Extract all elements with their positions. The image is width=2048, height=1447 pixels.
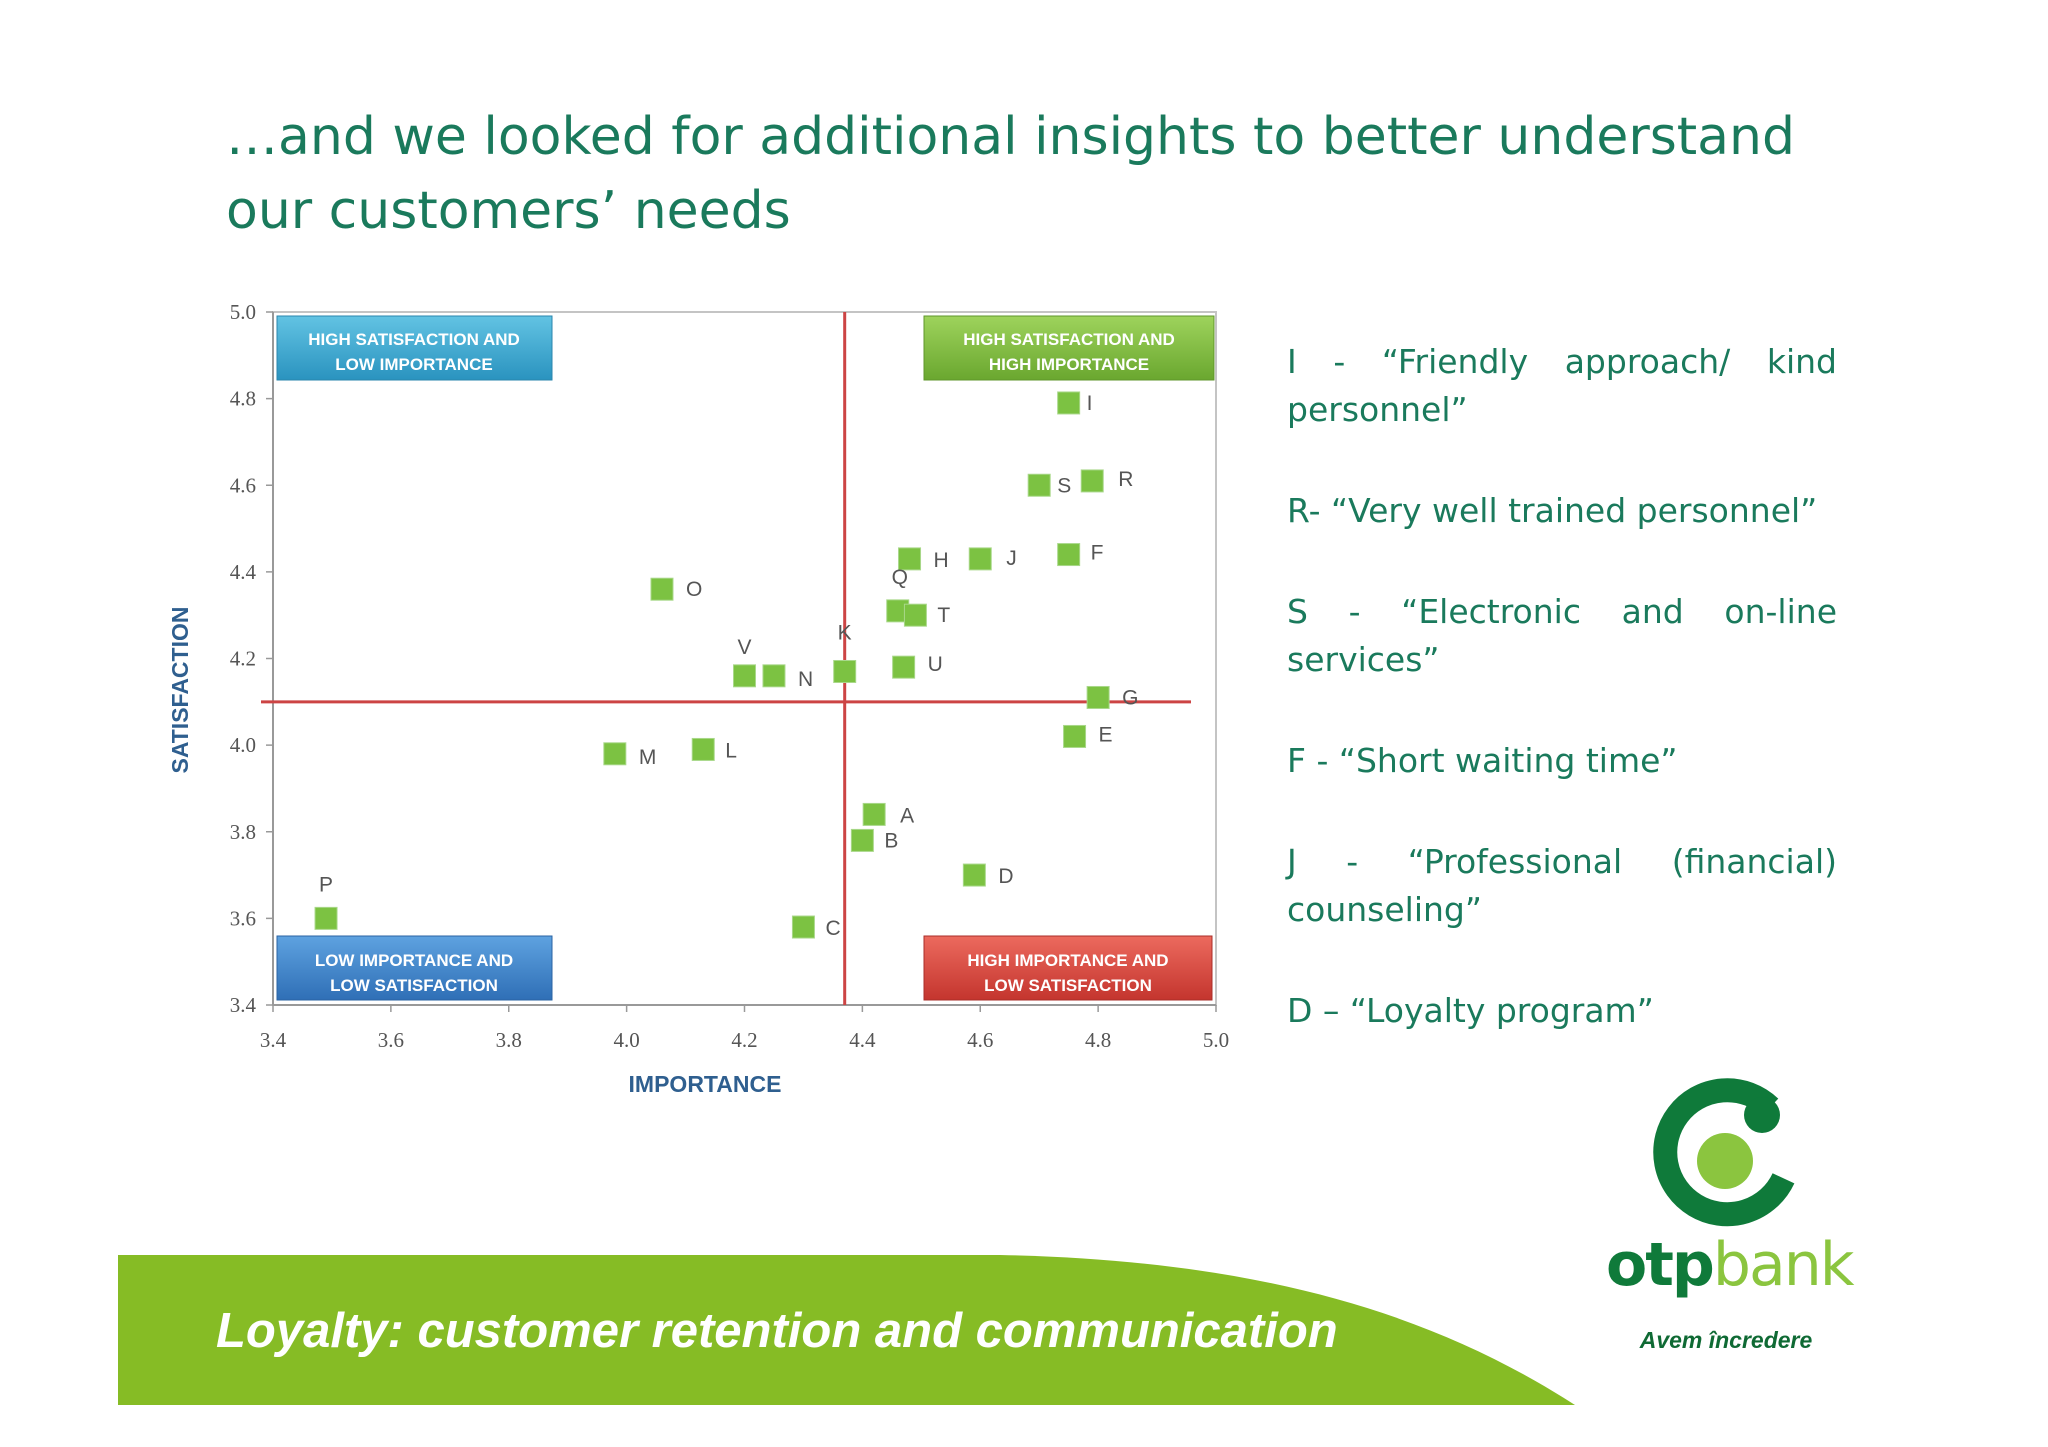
point-marker-l — [691, 737, 715, 761]
point-label-e: E — [1099, 723, 1113, 746]
legend-item-i: I - “Friendly approach/ kind personnel” — [1287, 342, 1837, 429]
point-label-l: L — [725, 739, 737, 762]
otp-logo-icon — [1653, 1078, 1795, 1227]
footer-text: Loyalty: customer retention and communic… — [216, 1304, 1338, 1358]
point-marker-r — [1080, 469, 1104, 493]
point-label-b: B — [884, 829, 898, 852]
point-marker-g — [1086, 685, 1110, 709]
x-tick-label: 4.4 — [849, 1028, 876, 1052]
point-marker-u — [892, 655, 916, 679]
point-marker-v — [733, 664, 756, 688]
point-marker-b — [850, 828, 874, 852]
point-label-g: G — [1122, 686, 1138, 709]
point-label-h: H — [934, 549, 949, 572]
y-tick-label: 3.4 — [230, 993, 257, 1017]
quadrant-bottom-right-box — [923, 935, 1213, 1001]
point-marker-i — [1057, 391, 1081, 415]
importance-satisfaction-scatter-chart: 3.4 3.6 3.8 4.0 4.2 4.4 4.6 4.8 5.0 3.4 3.6 3.8 4.0 4… — [167, 300, 1229, 1097]
quadrant-bottom-right-line2: LOW SATISFACTION — [984, 976, 1152, 995]
x-tick-label: 4.6 — [967, 1028, 993, 1052]
y-tick-label: 4.2 — [230, 647, 256, 671]
point-label-s: S — [1057, 474, 1071, 497]
point-marker-p — [314, 906, 338, 930]
x-axis-title: IMPORTANCE — [629, 1071, 782, 1097]
point-label-j: J — [1006, 547, 1017, 570]
footer-band — [118, 1255, 1575, 1405]
point-label-q: Q — [892, 566, 908, 589]
brand-name-light: bank — [1712, 1230, 1855, 1300]
point-marker-k — [833, 659, 857, 683]
point-label-m: M — [639, 746, 657, 769]
y-tick-label: 5.0 — [230, 300, 256, 324]
y-tick-label: 4.8 — [230, 387, 256, 411]
quadrant-bottom-right-line1: HIGH IMPORTANCE AND — [967, 951, 1168, 970]
y-tick-label: 4.6 — [230, 473, 256, 497]
y-tick-label: 3.8 — [230, 820, 256, 844]
legend-item-r: R- “Very well trained personnel” — [1287, 491, 1818, 530]
point-marker-e — [1063, 724, 1087, 748]
point-marker-c — [791, 915, 815, 939]
point-marker-a — [862, 802, 886, 826]
point-label-c: C — [825, 917, 840, 940]
x-tick-label: 4.8 — [1085, 1028, 1111, 1052]
x-tick-label: 4.0 — [614, 1028, 640, 1052]
point-label-o: O — [686, 578, 702, 601]
point-label-p: P — [319, 873, 333, 896]
point-label-u: U — [928, 653, 943, 676]
point-label-r: R — [1118, 468, 1133, 491]
point-label-k: K — [838, 621, 852, 644]
y-tick-label: 4.4 — [230, 560, 257, 584]
plot-area — [272, 311, 1217, 1006]
point-marker-j — [968, 547, 992, 571]
y-tick-label: 4.0 — [230, 733, 256, 757]
point-label-n: N — [798, 668, 813, 691]
x-tick-label: 3.4 — [260, 1028, 287, 1052]
point-label-f: F — [1091, 542, 1104, 565]
legend-item-j: J - “Professional (financial) counseling… — [1287, 842, 1837, 929]
legend-item-f: F - “Short waiting time” — [1287, 741, 1678, 780]
point-label-v: V — [737, 636, 751, 659]
point-label-t: T — [937, 604, 950, 627]
legend-item-d: D – “Loyalty program” — [1287, 991, 1654, 1030]
y-tick-label: 3.6 — [230, 906, 256, 930]
legend-list: I - “Friendly approach/ kind personnel” … — [1287, 338, 1837, 1088]
y-axis-title: SATISFACTION — [167, 607, 193, 774]
quadrant-bottom-left-line1: LOW IMPORTANCE AND — [315, 951, 513, 970]
point-marker-n — [762, 664, 786, 688]
point-marker-m — [603, 742, 627, 766]
quadrant-top-right-line1: HIGH SATISFACTION AND — [963, 330, 1175, 349]
point-marker-s — [1027, 473, 1051, 497]
point-label-a: A — [900, 804, 914, 827]
point-marker-d — [962, 863, 986, 887]
quadrant-top-right-line2: HIGH IMPORTANCE — [989, 355, 1149, 374]
x-tick-label: 5.0 — [1203, 1028, 1229, 1052]
quadrant-bottom-left-line2: LOW SATISFACTION — [330, 976, 498, 995]
brand-name: otpbank — [1606, 1230, 1854, 1300]
point-marker-h — [898, 547, 922, 571]
slide-title: …and we looked for additional insights t… — [226, 107, 1796, 241]
x-tick-label: 4.2 — [731, 1028, 757, 1052]
point-marker-f — [1057, 543, 1081, 567]
x-tick-label: 3.8 — [496, 1028, 522, 1052]
legend-item-s: S - “Electronic and on-line services” — [1287, 592, 1837, 679]
point-label-d: D — [998, 865, 1013, 888]
x-tick-label: 3.6 — [378, 1028, 404, 1052]
point-marker-o — [650, 577, 674, 601]
quadrant-top-left-line2: LOW IMPORTANCE — [335, 355, 492, 374]
quadrant-top-right-box — [923, 315, 1215, 381]
brand-slogan: Avem încredere — [1639, 1327, 1813, 1353]
point-label-i: I — [1087, 392, 1093, 415]
brand-name-bold: otp — [1606, 1230, 1715, 1300]
quadrant-top-left-line1: HIGH SATISFACTION AND — [308, 330, 520, 349]
point-marker-t — [903, 603, 927, 627]
quadrant-bottom-left-box — [276, 935, 553, 1001]
quadrant-top-left-box — [276, 315, 553, 381]
